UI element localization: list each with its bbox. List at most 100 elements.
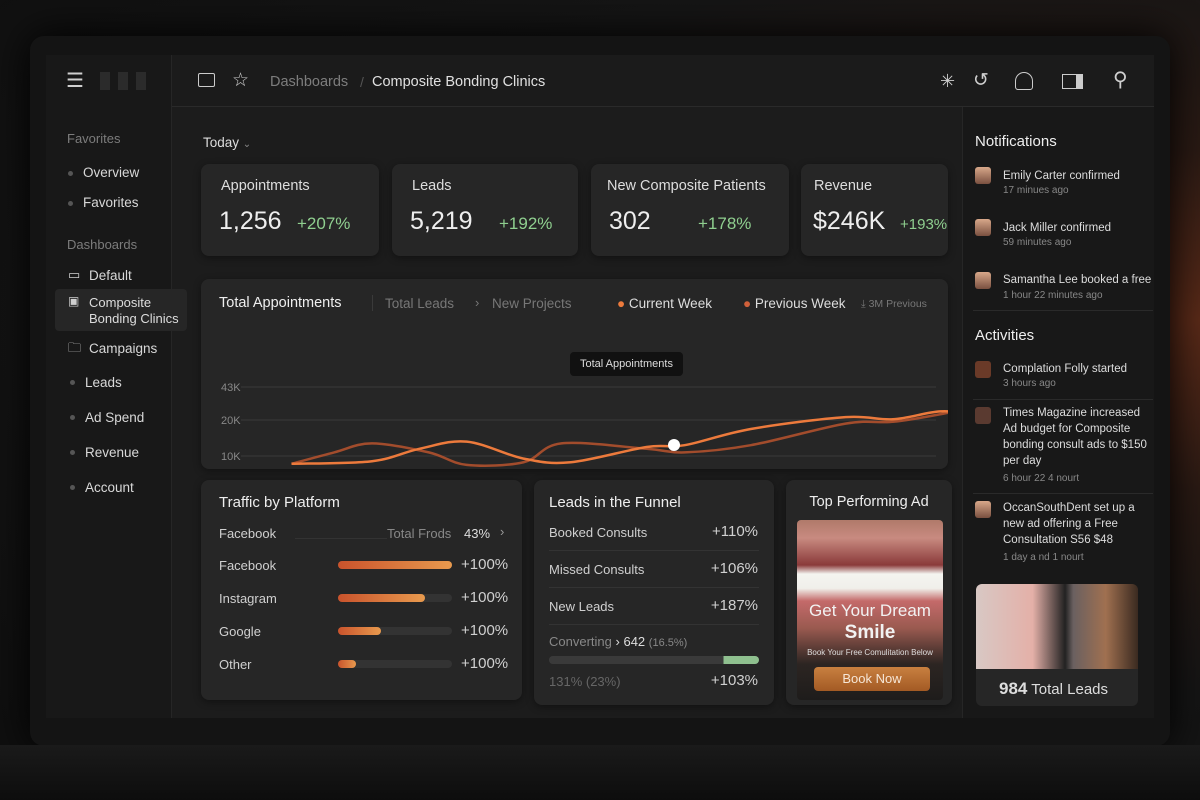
funnel-label: Missed Consults bbox=[549, 562, 645, 577]
total-leads-card[interactable]: 984 Total Leads bbox=[976, 584, 1138, 706]
platform-label: Other bbox=[219, 657, 252, 672]
avatar bbox=[975, 501, 991, 518]
kpi-label: Revenue bbox=[814, 178, 873, 194]
legend-dot: ● bbox=[743, 296, 752, 311]
search-icon[interactable]: ⚲ bbox=[1113, 69, 1128, 91]
ad-image-smile[interactable]: Get Your Dream Smile Book Your Free Comu… bbox=[797, 520, 943, 700]
funnel-foot-left: 131% (23%) bbox=[549, 674, 621, 689]
sidebar: ☰ Favorites Overview Favorites Dashboard… bbox=[46, 55, 187, 718]
sidebar-toggle-icon[interactable] bbox=[198, 73, 215, 87]
kpi-value: 1,256 bbox=[219, 207, 282, 235]
kpi-label: Appointments bbox=[221, 178, 310, 194]
kpi-appointments[interactable]: Appointments 1,256 +207% bbox=[201, 164, 379, 256]
platform-bar-fill bbox=[338, 660, 357, 668]
funnel-foot-right: +103% bbox=[710, 672, 758, 689]
divider bbox=[973, 310, 1153, 311]
activity-text[interactable]: Complation Folly started bbox=[1003, 363, 1127, 375]
breadcrumb-current: Composite Bonding Clinics bbox=[372, 74, 546, 90]
sidebar-item-overview[interactable]: Overview bbox=[83, 165, 140, 180]
star-icon[interactable]: ☆ bbox=[232, 70, 250, 91]
period-dropdown[interactable]: Today ⌄ bbox=[203, 135, 251, 150]
bullet-icon bbox=[70, 415, 75, 420]
kpi-revenue[interactable]: Revenue $246K +193% bbox=[801, 164, 948, 256]
tab-total-leads[interactable]: Total Leads bbox=[385, 296, 455, 311]
divider bbox=[549, 587, 759, 588]
logo-placeholder bbox=[100, 72, 150, 90]
traffic-title: Traffic by Platform bbox=[219, 494, 340, 511]
activity-time: 3 hours ago bbox=[1003, 378, 1056, 389]
avatar bbox=[975, 219, 991, 236]
funnel-change: +187% bbox=[710, 597, 758, 614]
chevron-down-icon: ⌄ bbox=[242, 139, 252, 150]
divider bbox=[973, 493, 1153, 494]
period-value: Today bbox=[203, 135, 240, 150]
platform-bar-fill bbox=[338, 627, 382, 635]
kpi-value: 5,219 bbox=[410, 207, 473, 235]
sidebar-item-composite[interactable]: ▣ Composite Bonding Clinics bbox=[55, 289, 187, 331]
funnel-title: Leads in the Funnel bbox=[549, 494, 681, 511]
book-now-button[interactable]: Book Now bbox=[814, 667, 930, 691]
platform-bar-fill bbox=[338, 594, 425, 602]
activity-time: 1 day a nd 1 nourt bbox=[1003, 552, 1084, 563]
avatar bbox=[975, 272, 991, 289]
bullet-icon bbox=[70, 380, 75, 385]
legend-current-week[interactable]: ● Current Week bbox=[617, 296, 712, 311]
sidebar-item-default[interactable]: Default bbox=[89, 268, 132, 283]
legend-label: Current Week bbox=[628, 296, 712, 311]
activity-icon bbox=[975, 407, 991, 424]
sidebar-item-favorites[interactable]: Favorites bbox=[83, 195, 139, 210]
breadcrumb-dashboards[interactable]: Dashboards bbox=[270, 74, 349, 90]
platform-change: +100% bbox=[461, 622, 509, 639]
kpi-change: +207% bbox=[297, 214, 351, 233]
sidebar-item-leads[interactable]: Leads bbox=[85, 375, 122, 390]
kpi-leads[interactable]: Leads 5,219 +192% bbox=[392, 164, 578, 256]
series-line-previous-week bbox=[291, 411, 948, 467]
bell-icon[interactable] bbox=[1015, 72, 1033, 90]
legend-previous-week[interactable]: ● Previous Week bbox=[743, 296, 845, 311]
activity-text[interactable]: Times Magazine increased Ad budget for C… bbox=[1003, 407, 1147, 467]
kpi-new-patients[interactable]: New Composite Patients 302 +178% bbox=[591, 164, 789, 256]
bullet-icon bbox=[70, 485, 75, 490]
folder-icon: 🗀 bbox=[68, 340, 82, 355]
platform-label: Instagram bbox=[219, 591, 277, 606]
traffic-header-metric: Total Frods bbox=[387, 526, 452, 541]
progress-fill bbox=[549, 656, 759, 664]
notification-text[interactable]: Samantha Lee booked a free bbox=[1003, 274, 1152, 286]
legend-label: Previous Week bbox=[754, 296, 846, 311]
notification-time: 1 hour 22 minutes ago bbox=[1003, 290, 1103, 301]
sidebar-item-account[interactable]: Account bbox=[85, 480, 134, 495]
device-base bbox=[0, 745, 1200, 800]
chart-tooltip: Total Appointments bbox=[570, 352, 683, 376]
converting-value: 642 bbox=[623, 634, 646, 649]
sparkle-icon[interactable]: ✳ bbox=[940, 71, 956, 91]
notifications-title: Notifications bbox=[975, 133, 1057, 150]
platform-bar bbox=[338, 660, 452, 668]
tab-new-projects[interactable]: New Projects bbox=[492, 296, 572, 311]
sidebar-item-revenue[interactable]: Revenue bbox=[85, 445, 140, 460]
notification-text[interactable]: Emily Carter confirmed bbox=[1003, 170, 1120, 182]
platform-bar-fill bbox=[338, 561, 452, 569]
bullet-icon bbox=[70, 450, 75, 455]
sidebar-item-campaigns[interactable]: Campaigns bbox=[89, 341, 158, 356]
divider bbox=[549, 550, 759, 551]
funnel-change: +110% bbox=[711, 523, 758, 540]
chevron-right-icon[interactable]: › bbox=[500, 524, 505, 539]
chart-hover-marker[interactable] bbox=[668, 439, 680, 451]
app-window: ☰ Favorites Overview Favorites Dashboard… bbox=[46, 55, 1154, 718]
bullet-icon bbox=[68, 201, 73, 206]
platform-label: Facebook bbox=[219, 558, 277, 573]
panel-icon[interactable] bbox=[1062, 74, 1083, 89]
activity-time: 6 hour 22 4 nourt bbox=[1003, 473, 1080, 484]
tab-total-appointments[interactable]: Total Appointments bbox=[219, 295, 342, 311]
history-icon[interactable]: ↺ bbox=[973, 70, 989, 91]
top-ad-card: Top Performing Ad Get Your Dream Smile B… bbox=[786, 480, 952, 705]
menu-icon[interactable]: ☰ bbox=[66, 70, 84, 92]
activity-text[interactable]: OccanSouthDent set up a new ad offering … bbox=[1003, 502, 1135, 546]
range-label: 3M Previous bbox=[868, 298, 927, 310]
topbar: ☆ Dashboards / Composite Bonding Clinics… bbox=[172, 55, 1154, 107]
sidebar-item-ad-spend[interactable]: Ad Spend bbox=[85, 410, 145, 425]
notification-text[interactable]: Jack Miller confirmed bbox=[1003, 222, 1111, 234]
kpi-value: $246K bbox=[813, 207, 886, 235]
range-selector[interactable]: ⤓ 3M Previous bbox=[861, 298, 927, 310]
dashboard-icon: ▣ bbox=[68, 294, 80, 308]
